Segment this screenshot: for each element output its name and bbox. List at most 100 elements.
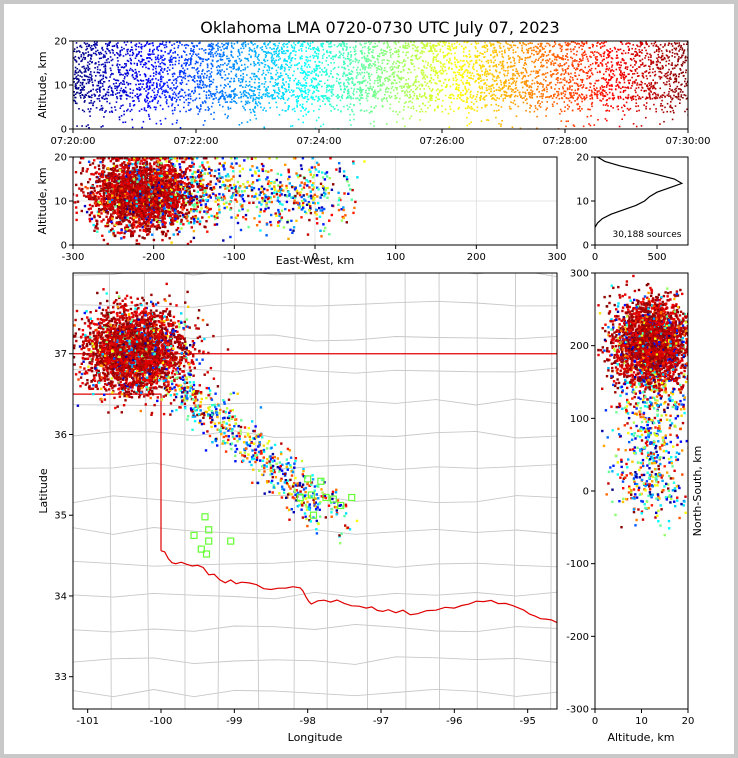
time-altitude-point	[408, 45, 411, 48]
time-altitude-point	[322, 70, 324, 73]
time-altitude-point	[586, 58, 589, 60]
time-altitude-point	[631, 95, 634, 98]
time-altitude-point	[224, 113, 226, 116]
time-altitude-point	[303, 71, 305, 73]
time-altitude-point	[498, 51, 501, 53]
time-altitude-point	[437, 60, 440, 62]
time-altitude-point	[670, 78, 672, 80]
time-altitude-point	[386, 42, 388, 44]
time-altitude-point	[494, 51, 496, 54]
time-altitude-point	[81, 89, 84, 91]
time-altitude-point	[486, 45, 488, 47]
time-altitude-point	[404, 83, 407, 86]
time-altitude-point	[382, 105, 384, 108]
time-altitude-point	[165, 96, 167, 98]
time-altitude-point	[306, 66, 308, 68]
time-altitude-point	[504, 97, 506, 99]
time-altitude-point	[254, 75, 257, 78]
time-altitude-point	[327, 41, 329, 43]
time-altitude-point	[425, 96, 427, 98]
time-altitude-point	[269, 41, 271, 44]
time-altitude-point	[164, 58, 166, 60]
time-altitude-point	[643, 104, 645, 106]
time-altitude-point	[514, 94, 517, 97]
time-altitude-point	[198, 93, 201, 95]
time-altitude-point	[659, 67, 662, 69]
time-altitude-point	[498, 109, 500, 111]
time-altitude-point	[679, 46, 682, 48]
time-altitude-point	[81, 84, 84, 86]
time-altitude-point	[473, 75, 475, 77]
time-altitude-point	[402, 109, 405, 111]
time-altitude-point	[683, 74, 685, 77]
time-altitude-point	[240, 64, 243, 66]
time-altitude-point	[542, 95, 544, 97]
time-altitude-point	[595, 62, 597, 65]
time-altitude-point	[369, 43, 371, 45]
time-altitude-point	[678, 50, 680, 52]
time-altitude-point	[645, 70, 648, 73]
time-altitude-point	[533, 82, 536, 85]
time-altitude-point	[559, 56, 562, 59]
time-altitude-point	[364, 79, 367, 82]
time-altitude-point	[573, 53, 575, 55]
time-altitude-point	[550, 61, 552, 64]
time-altitude-point	[360, 91, 363, 93]
time-altitude-point	[498, 97, 500, 100]
time-altitude-point	[283, 70, 286, 72]
time-altitude-point	[441, 111, 444, 113]
time-altitude-point	[351, 110, 354, 113]
time-altitude-point	[140, 93, 142, 96]
time-altitude-point	[616, 57, 619, 59]
time-altitude-point	[131, 92, 134, 94]
time-altitude-point	[509, 47, 511, 50]
time-altitude-point	[172, 93, 174, 95]
time-altitude-point	[585, 87, 588, 89]
time-altitude-point	[189, 53, 191, 55]
time-altitude-point	[75, 42, 78, 44]
time-altitude-point	[424, 74, 426, 76]
time-altitude-point	[463, 100, 465, 102]
time-altitude-point	[211, 60, 214, 62]
time-altitude-point	[368, 92, 370, 95]
time-altitude-point	[679, 98, 681, 101]
time-altitude-point	[654, 82, 656, 85]
time-altitude-point	[89, 80, 91, 82]
time-altitude-point	[466, 107, 469, 109]
time-altitude-point	[253, 61, 255, 63]
time-altitude-point	[183, 69, 186, 72]
time-altitude-point	[358, 94, 361, 97]
time-altitude-point	[211, 93, 214, 95]
time-altitude-point	[492, 52, 495, 54]
time-altitude-point	[253, 47, 256, 50]
time-altitude-point	[121, 83, 124, 85]
time-altitude-point	[685, 71, 687, 74]
time-altitude-point	[268, 95, 271, 98]
time-altitude-point	[237, 48, 240, 51]
time-altitude-point	[346, 74, 349, 76]
time-altitude-point	[480, 120, 483, 122]
time-altitude-point	[210, 53, 212, 56]
time-altitude-point	[458, 106, 460, 109]
time-altitude-point	[412, 97, 414, 100]
time-altitude-point	[434, 50, 436, 52]
time-altitude-point	[677, 92, 680, 94]
time-altitude-point	[500, 106, 503, 108]
time-altitude-point	[454, 71, 456, 74]
time-altitude-point	[99, 91, 101, 93]
time-altitude-point	[456, 71, 459, 73]
time-altitude-point	[370, 110, 372, 113]
time-altitude-point	[273, 63, 276, 66]
time-altitude-point	[326, 41, 328, 43]
time-altitude-point	[667, 74, 669, 77]
time-altitude-point	[148, 81, 150, 84]
time-altitude-point	[81, 58, 84, 61]
time-altitude-point	[207, 52, 210, 55]
time-altitude-point	[448, 96, 450, 99]
time-altitude-point	[185, 94, 187, 97]
time-altitude-point	[217, 49, 219, 51]
time-altitude-point	[428, 50, 431, 52]
time-altitude-point	[564, 63, 566, 65]
time-altitude-point	[99, 79, 102, 82]
time-altitude-point	[378, 55, 381, 58]
